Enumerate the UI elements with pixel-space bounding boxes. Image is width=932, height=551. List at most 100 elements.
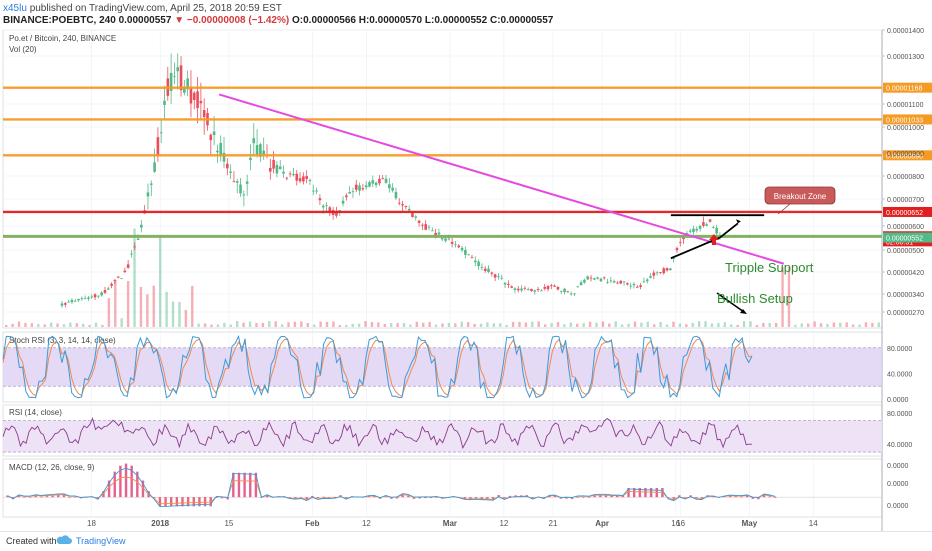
candle-body xyxy=(440,237,444,240)
chart-canvas[interactable]: 0.00001168 0.00001033 0.00000890 0.00000652… xyxy=(0,28,932,531)
candle-body xyxy=(275,164,279,174)
macd-hist-bar xyxy=(469,497,472,499)
ohlc-open: O:0.00000566 xyxy=(292,15,356,26)
candle-body xyxy=(702,222,705,226)
volume-bar xyxy=(730,324,733,327)
volume-bar xyxy=(56,323,59,327)
bullish-arrow-line xyxy=(716,292,745,313)
macd-hist-bar xyxy=(632,488,636,498)
volume-bar xyxy=(768,322,771,327)
macd-hist-bar xyxy=(435,497,438,498)
volume-bar xyxy=(158,237,162,327)
volume-bar xyxy=(229,324,232,327)
x-axis-label: 21 xyxy=(549,519,558,528)
price-tag-bg xyxy=(883,232,932,243)
volume-bar xyxy=(807,323,810,327)
candle-body xyxy=(321,205,325,208)
candle-body xyxy=(500,277,504,279)
candle-body xyxy=(388,184,391,189)
macd-hist-bar xyxy=(232,472,235,498)
rsi-title: RSI (14, close) xyxy=(9,408,62,417)
volume-bar xyxy=(486,322,489,327)
macd-hist-bar xyxy=(57,495,60,498)
macd-title: MACD (12, 26, close, 9) xyxy=(9,463,95,472)
macd-hist-bar xyxy=(429,497,433,499)
candle-body xyxy=(305,176,308,179)
macd-hist-bar xyxy=(136,471,139,498)
breakout-arrow-line xyxy=(719,222,739,239)
candle-body xyxy=(427,226,431,228)
candle-body xyxy=(434,232,437,236)
volume-bar xyxy=(178,301,181,327)
volume-bar xyxy=(139,286,143,327)
breakout-arrow-head xyxy=(735,219,741,224)
volume-bar xyxy=(402,323,406,327)
macd-hist-bar xyxy=(254,472,258,498)
macd-hist-bar xyxy=(616,495,619,498)
y-axis-label: 0.00000800 xyxy=(887,174,924,181)
candle-body xyxy=(563,288,566,293)
macd-hist-bar xyxy=(672,497,675,500)
volume-bar xyxy=(640,322,643,327)
candle-body xyxy=(510,286,513,288)
volume-bar xyxy=(49,322,53,327)
macd-hist-bar xyxy=(294,497,297,499)
candle-body xyxy=(103,290,107,293)
candle-body xyxy=(169,72,173,91)
candle-body xyxy=(695,228,699,231)
candle-body xyxy=(222,152,226,162)
candle-body xyxy=(252,138,256,144)
volume-bar xyxy=(492,323,496,327)
macd-hist-bar xyxy=(124,463,128,498)
volume-bar xyxy=(216,324,220,327)
stoch-y-label: 40.0000 xyxy=(887,371,912,378)
volume-bar xyxy=(511,321,515,327)
x-axis-label: 12 xyxy=(362,519,371,528)
volume-bar xyxy=(550,323,553,327)
macd-hist-bar xyxy=(28,497,32,498)
candle-body xyxy=(302,176,305,182)
candle-body xyxy=(159,132,163,134)
volume-bar xyxy=(749,321,752,327)
macd-hist-bar xyxy=(570,497,574,500)
candle-body xyxy=(559,290,563,292)
author-link[interactable]: x45lu xyxy=(3,3,27,14)
volume-bar xyxy=(94,322,98,327)
volume-bar xyxy=(223,322,226,327)
rsi-y-label: 40.0000 xyxy=(887,442,912,449)
candle-body xyxy=(77,298,80,301)
macd-hist-bar xyxy=(34,495,37,498)
candle-body xyxy=(212,131,216,136)
volume-bar xyxy=(152,285,155,327)
volume-bar xyxy=(620,324,624,327)
candle-body xyxy=(454,244,457,246)
volume-bar xyxy=(588,321,592,327)
candle-body xyxy=(278,166,282,170)
candle-body xyxy=(269,167,272,172)
candle-body xyxy=(113,280,117,282)
macd-hist-bar xyxy=(305,497,308,500)
candle-body xyxy=(272,159,275,169)
candle-body xyxy=(635,286,639,288)
candle-body xyxy=(80,298,84,300)
support-arrow-icon xyxy=(708,234,719,245)
candle-body xyxy=(308,179,312,181)
tradingview-brand[interactable]: TradingView xyxy=(76,536,126,546)
candle-body xyxy=(507,283,510,285)
macd-hist-bar xyxy=(17,495,20,498)
candle-body xyxy=(550,285,553,286)
price-tag-bg xyxy=(883,150,932,161)
candle-body xyxy=(110,283,113,286)
macd-hist-bar xyxy=(119,465,122,498)
volume-bar xyxy=(319,321,322,327)
macd-hist-bar xyxy=(565,497,568,499)
candle-body xyxy=(626,283,629,285)
candle-body xyxy=(130,253,133,255)
candle-body xyxy=(682,237,685,240)
candle-body xyxy=(480,267,484,268)
macd-hist-bar xyxy=(762,495,766,498)
candle-body xyxy=(411,213,414,218)
candle-body xyxy=(259,144,262,157)
x-axis-label: Feb xyxy=(305,519,319,528)
candle-body xyxy=(543,287,547,289)
